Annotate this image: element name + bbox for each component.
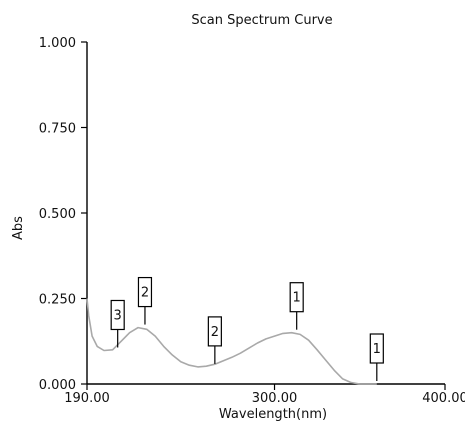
y-tick-label: 0.500 bbox=[39, 207, 76, 222]
x-tick-label: 190.00 bbox=[64, 391, 110, 406]
peak-marker: 2 bbox=[137, 276, 153, 325]
y-axis-label: Abs bbox=[11, 216, 26, 240]
peak-marker-box bbox=[289, 282, 304, 313]
y-tick-label: 1.000 bbox=[39, 36, 76, 51]
peak-marker: 2 bbox=[207, 316, 222, 364]
peak-marker-box bbox=[207, 316, 222, 347]
x-ticks: 190.00 300.00 400.00 bbox=[64, 384, 465, 406]
series-layer bbox=[86, 298, 377, 385]
peak-marker-label: 1 bbox=[293, 291, 301, 306]
peak-marker-label: 1 bbox=[373, 342, 381, 357]
peak-marker: 3 bbox=[110, 299, 125, 348]
peak-marker-box bbox=[110, 299, 125, 331]
peak-marker-label: 2 bbox=[141, 286, 149, 301]
x-tick-label: 400.00 bbox=[422, 391, 465, 406]
peak-marker: 1 bbox=[369, 333, 384, 381]
peak-marker: 1 bbox=[289, 282, 304, 330]
y-ticks: 0.000 0.250 0.500 0.750 1.000 bbox=[39, 36, 87, 393]
y-tick-label: 0.750 bbox=[39, 122, 76, 137]
y-tick-label: 0.000 bbox=[39, 378, 76, 393]
y-tick-label: 0.250 bbox=[39, 293, 76, 308]
axes bbox=[86, 42, 445, 385]
chart-title: Scan Spectrum Curve bbox=[191, 13, 332, 28]
annotation-layer: 3 2 2 1 1 bbox=[110, 276, 384, 381]
spectrum-line bbox=[86, 298, 377, 385]
peak-marker-label: 2 bbox=[211, 325, 219, 340]
x-tick-label: 300.00 bbox=[252, 391, 298, 406]
peak-marker-box bbox=[369, 333, 384, 364]
peak-marker-label: 3 bbox=[114, 308, 122, 323]
peak-marker-box bbox=[137, 276, 153, 308]
x-axis-label: Wavelength(nm) bbox=[219, 407, 327, 422]
